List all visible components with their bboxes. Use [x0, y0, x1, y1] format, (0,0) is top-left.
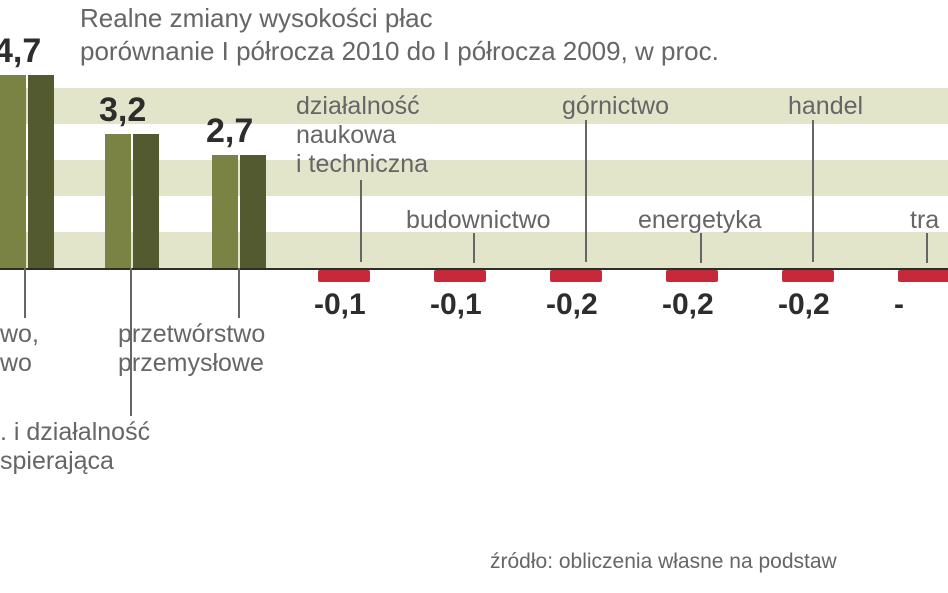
leader-line: [926, 233, 928, 263]
leader-line: [360, 180, 362, 262]
bar-value-label: -0,1: [314, 288, 366, 322]
bar-positive: [105, 134, 159, 268]
leader-line: [700, 233, 702, 263]
source-text: źródło: obliczenia własne na podstaw: [490, 550, 837, 574]
category-label: handel: [788, 92, 863, 121]
bar-value-label: -0,2: [546, 288, 598, 322]
bar-negative: [782, 270, 834, 282]
bar-positive: [212, 155, 266, 268]
bar-half-right: [240, 155, 266, 268]
leader-line: [473, 233, 475, 263]
bar-negative: [318, 270, 370, 282]
bar-negative: [898, 270, 948, 282]
chart-title: Realne zmiany wysokości płac porównanie …: [80, 2, 719, 67]
category-label: przetwórstwoprzemysłowe: [118, 320, 265, 378]
bar-value-label: 4,7: [0, 32, 41, 71]
category-label: budownictwo: [406, 206, 551, 235]
bar-value-label: 2,7: [206, 112, 253, 151]
bar-negative: [550, 270, 602, 282]
bar-negative: [434, 270, 486, 282]
bar-negative: [666, 270, 718, 282]
bar-half-left: [212, 155, 238, 268]
bar-value-label: -0,2: [778, 288, 830, 322]
leader-line: [585, 120, 587, 262]
bar-half-right: [133, 134, 159, 268]
bar-positive: [0, 75, 54, 268]
grid-band: [0, 75, 948, 88]
category-label: wo,wo: [0, 320, 39, 378]
leader-line: [24, 268, 26, 318]
bar-half-right: [28, 75, 54, 268]
bar-half-left: [105, 134, 131, 268]
category-label: . i działalnośćspierająca: [0, 418, 150, 476]
bar-value-label: 3,2: [99, 91, 146, 130]
leader-line: [812, 120, 814, 262]
category-label: energetyka: [638, 206, 762, 235]
chart-title-line1: Realne zmiany wysokości płac: [80, 2, 719, 35]
chart-title-line2: porównanie I półrocza 2010 do I półrocza…: [80, 35, 719, 68]
category-label: tra: [910, 206, 939, 235]
category-label: działalnośćnaukowai techniczna: [296, 92, 428, 178]
bar-value-label: -0,1: [430, 288, 482, 322]
bar-value-label: -0,2: [662, 288, 714, 322]
bar-value-label: -: [894, 288, 904, 322]
category-label: górnictwo: [562, 92, 669, 121]
leader-line: [238, 268, 240, 318]
bar-half-left: [0, 75, 26, 268]
